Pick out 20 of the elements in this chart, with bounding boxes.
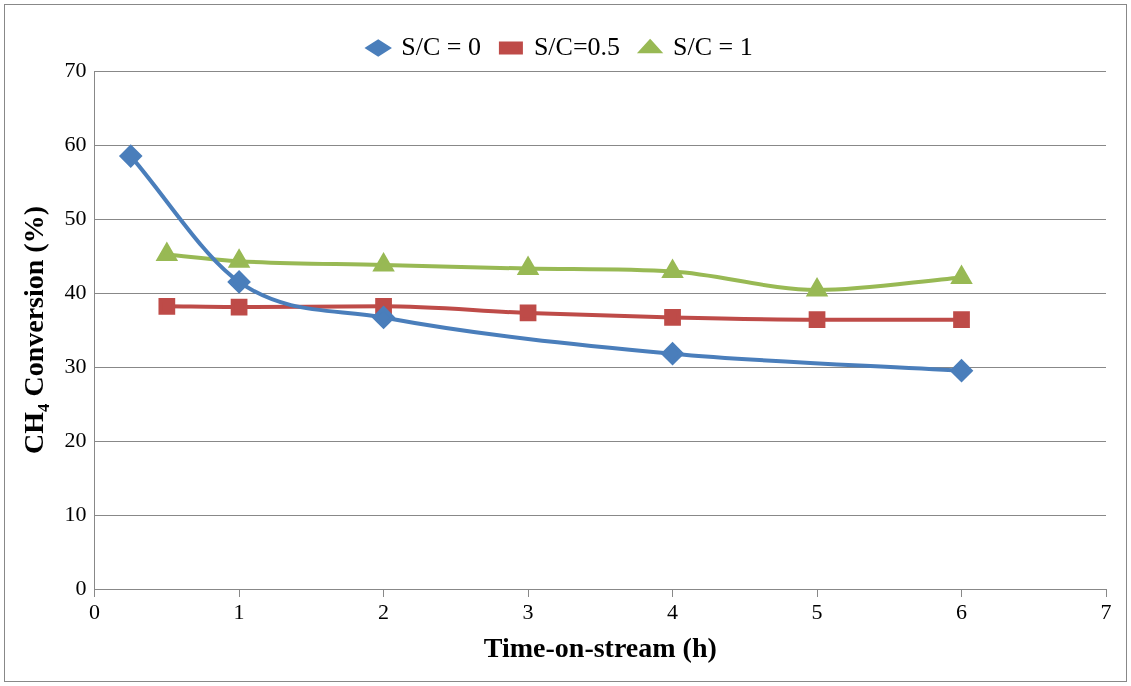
x-axis-title: Time-on-stream (h): [483, 632, 717, 664]
x-tick-label: 1: [233, 598, 245, 624]
x-tick-label: 2: [378, 598, 390, 624]
y-tick-label: 50: [64, 204, 87, 230]
y-tick-label: 0: [75, 574, 87, 600]
y-axis-title: CH₄ Conversion (%): [18, 206, 50, 454]
x-tick-label: 4: [667, 598, 679, 624]
x-tick-label: 5: [811, 598, 823, 624]
x-tick-label: 7: [1100, 598, 1112, 624]
x-tick-label: 6: [956, 598, 968, 624]
y-tick-label: 10: [64, 500, 87, 526]
y-tick-label: 30: [64, 352, 87, 378]
y-tick-label: 40: [64, 278, 87, 304]
legend-label: S/C = 0: [401, 31, 481, 61]
y-tick-label: 60: [64, 130, 87, 156]
y-tick-label: 20: [64, 426, 87, 452]
legend-label: S/C = 1: [673, 31, 753, 61]
x-tick-label: 3: [522, 598, 534, 624]
y-tick-label: 70: [64, 56, 87, 82]
legend-label: S/C=0.5: [533, 31, 621, 61]
